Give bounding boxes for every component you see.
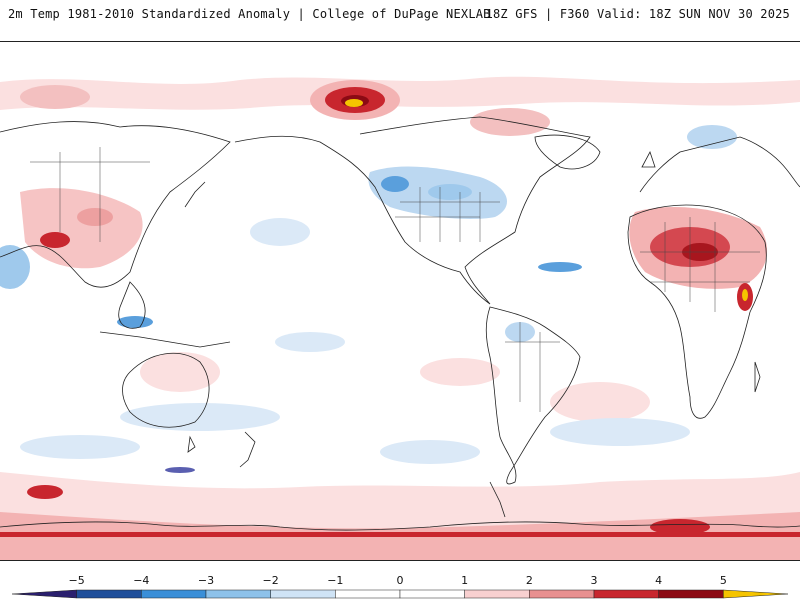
colorbar-tick-label: 4: [655, 574, 662, 587]
colorbar-tick-label: 3: [591, 574, 598, 587]
africa-coastline: [627, 204, 767, 419]
political-borders: [30, 147, 760, 412]
colorbar-segment: [723, 589, 789, 599]
coastlines: [0, 116, 800, 531]
africa-borders: [640, 217, 760, 312]
colorbar-tick-label: −1: [327, 574, 343, 587]
colorbar-legend: −5 −4 −3 −2 −1 0 1 2 3 4 5: [0, 568, 800, 600]
colorbar-segment: [335, 589, 401, 599]
south-america-borders: [505, 322, 560, 412]
world-map-svg: [0, 42, 800, 560]
colorbar-tick-label: 2: [526, 574, 533, 587]
antarctic-peninsula-coastline: [489, 481, 506, 518]
tasmania-coastline: [187, 435, 196, 453]
product-title: 2m Temp 1981-2010 Standardized Anomaly |…: [8, 7, 491, 21]
colorbar-segment: [141, 589, 207, 599]
map-header: 2m Temp 1981-2010 Standardized Anomaly |…: [0, 0, 800, 30]
colorbar-tick-label: 0: [397, 574, 404, 587]
madagascar-coastline: [754, 361, 761, 393]
model-run-info: 18Z GFS | F360 Valid: 18Z SUN NOV 30 202…: [485, 7, 790, 21]
colorbar-tick-label: −2: [263, 574, 279, 587]
colorbar-segment: [658, 589, 724, 599]
uk-coastline: [641, 150, 656, 168]
anomaly-map[interactable]: [0, 41, 800, 561]
colorbar-tick-label: 1: [461, 574, 468, 587]
colorbar-segment: [205, 589, 271, 599]
asia-borders: [30, 147, 150, 242]
north-america-coastline: [234, 116, 591, 305]
australia-coastline: [122, 352, 210, 428]
colorbar-segment: [529, 589, 595, 599]
colorbar-segment: [11, 589, 77, 599]
japan-coastline: [184, 181, 206, 208]
us-state-borders: [395, 187, 500, 242]
greenland-coastline: [534, 134, 601, 170]
colorbar-svg: −5 −4 −3 −2 −1 0 1 2 3 4 5: [11, 574, 789, 599]
colorbar-segment: [399, 589, 465, 599]
asia-coastline: [0, 121, 231, 288]
colorbar-segment: [270, 589, 336, 599]
map-background: [0, 42, 800, 560]
anomaly-shading: [0, 76, 800, 560]
new-zealand-coastline: [239, 431, 256, 468]
colorbar-segment: [76, 589, 142, 599]
colorbar-tick-label: −4: [133, 574, 149, 587]
indonesia-coastline: [99, 331, 231, 348]
colorbar-tick-label: −3: [198, 574, 214, 587]
south-america-coastline: [485, 306, 581, 485]
colorbar-segment: [593, 589, 659, 599]
colorbar-tick-label: −5: [69, 574, 85, 587]
colorbar-tick-label: 5: [720, 574, 727, 587]
europe-coastline: [639, 136, 800, 193]
antarctica-coastline: [0, 521, 800, 531]
colorbar-segment: [464, 589, 530, 599]
southeast-asia-coastline: [118, 281, 146, 329]
